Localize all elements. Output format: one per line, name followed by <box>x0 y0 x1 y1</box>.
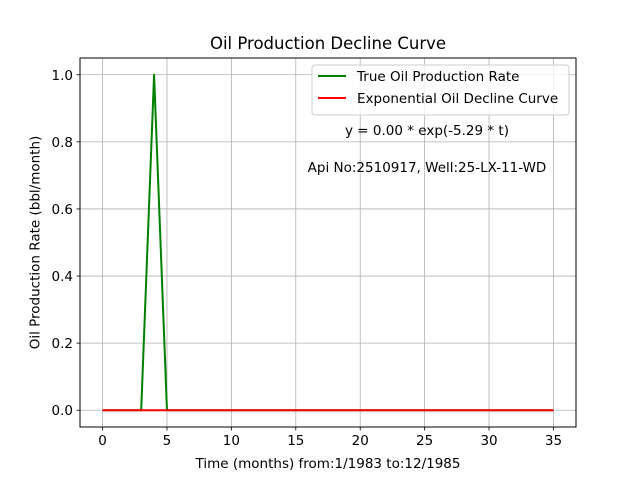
chart-title: Oil Production Decline Curve <box>210 34 446 53</box>
y-tick-label: 0.6 <box>52 202 73 218</box>
series-lines <box>102 73 554 412</box>
x-tick-label: 5 <box>163 433 172 449</box>
y-axis-label: Oil Production Rate (bbl/month) <box>28 136 44 350</box>
y-tick-label: 0.0 <box>52 403 73 419</box>
plot-frame <box>79 57 577 428</box>
legend-box <box>311 64 570 116</box>
x-tick-label: 30 <box>480 433 497 449</box>
legend-label-decline-curve: Exponential Oil Decline Curve <box>357 91 558 107</box>
y-tick-label: 0.8 <box>52 135 73 151</box>
grid-lines <box>80 58 576 427</box>
y-tick-label: 0.4 <box>52 269 73 285</box>
x-tick-label: 20 <box>352 433 369 449</box>
x-tick-label: 0 <box>98 433 107 449</box>
well-annotation: Api No:2510917, Well:25-LX-11-WD <box>308 160 547 176</box>
x-tick-label: 35 <box>545 433 562 449</box>
equation-annotation: y = 0.00 * exp(-5.29 * t) <box>345 123 509 139</box>
plot-area <box>80 58 576 427</box>
y-tick-label: 0.2 <box>52 336 73 352</box>
x-axis-label: Time (months) from:1/1983 to:12/1985 <box>195 456 461 472</box>
axis-ticks: 0 5 10 15 20 25 30 35 0.0 0.2 0.4 0.6 0.8 1.0 <box>52 68 563 449</box>
x-tick-label: 10 <box>223 433 240 449</box>
legend: True Oil Production Rate Exponential Oil… <box>311 64 570 116</box>
legend-label-true-rate: True Oil Production Rate <box>356 69 519 85</box>
x-tick-label: 15 <box>287 433 304 449</box>
y-tick-label: 1.0 <box>52 68 73 84</box>
x-tick-label: 25 <box>416 433 433 449</box>
